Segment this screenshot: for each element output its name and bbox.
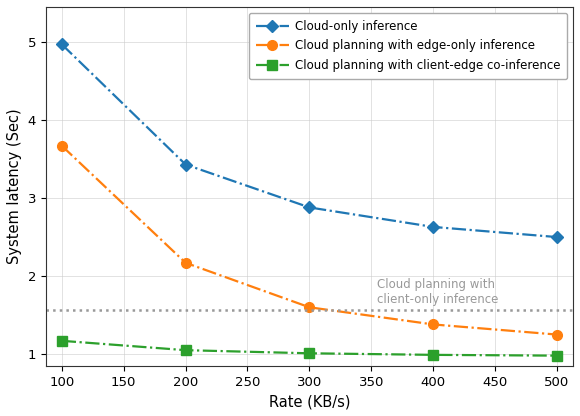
Cloud planning with edge-only inference	[430, 322, 437, 327]
Legend: Cloud-only inference, Cloud planning with edge-only inference, Cloud planning wi: Cloud-only inference, Cloud planning wit…	[248, 13, 567, 79]
Cloud planning with edge-only inference	[59, 143, 66, 148]
Line: Cloud planning with client-edge co-inference: Cloud planning with client-edge co-infer…	[57, 336, 562, 361]
Cloud planning with client-edge co-inference	[430, 352, 437, 357]
Cloud planning with client-edge co-inference	[182, 348, 189, 353]
Cloud planning with client-edge co-inference	[59, 338, 66, 343]
Cloud planning with client-edge co-inference	[553, 353, 560, 358]
Cloud planning with edge-only inference	[182, 260, 189, 265]
Cloud-only inference	[306, 205, 313, 210]
Cloud planning with edge-only inference	[553, 332, 560, 337]
Line: Cloud planning with edge-only inference: Cloud planning with edge-only inference	[57, 141, 562, 339]
X-axis label: Rate (KB/s): Rate (KB/s)	[269, 394, 350, 409]
Cloud-only inference	[182, 162, 189, 167]
Line: Cloud-only inference: Cloud-only inference	[57, 40, 561, 242]
Cloud-only inference	[59, 42, 66, 47]
Cloud-only inference	[553, 235, 560, 240]
Cloud planning with client-edge co-inference	[306, 351, 313, 356]
Text: Cloud planning with
client-only inference: Cloud planning with client-only inferenc…	[378, 278, 499, 306]
Cloud-only inference	[430, 224, 437, 229]
Y-axis label: System latency (Sec): System latency (Sec)	[7, 109, 22, 264]
Cloud planning with edge-only inference	[306, 305, 313, 310]
